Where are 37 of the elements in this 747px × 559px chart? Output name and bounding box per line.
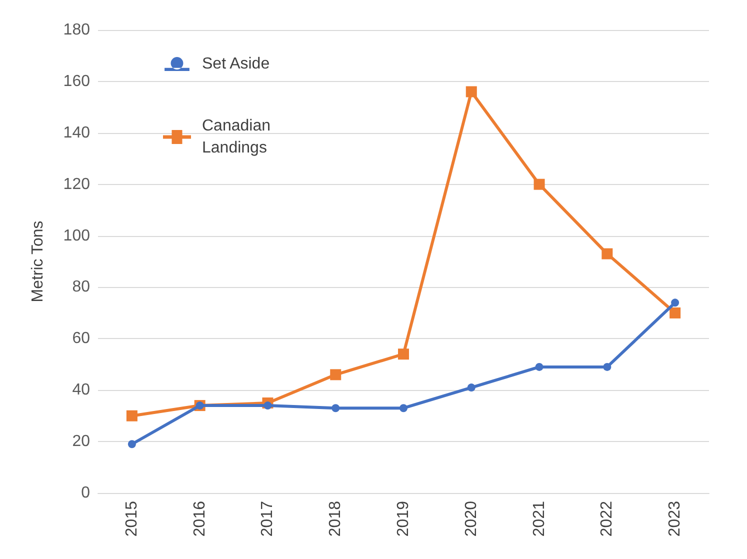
y-tick-label: 160 xyxy=(63,72,90,90)
y-tick-label: 80 xyxy=(72,278,90,296)
point xyxy=(330,369,342,380)
x-tick-label: 2018 xyxy=(327,500,344,537)
x-tick-label: 2016 xyxy=(191,500,208,537)
point xyxy=(398,348,409,360)
x-tick-label: 2020 xyxy=(462,500,480,537)
x-tick-label: 2023 xyxy=(666,500,684,537)
x-tick-label: 2017 xyxy=(259,500,276,537)
x-tick-label: 2015 xyxy=(123,500,140,537)
point xyxy=(535,362,544,371)
y-tick-label: 40 xyxy=(72,382,90,399)
point xyxy=(128,440,136,448)
point xyxy=(671,298,680,307)
y-tick-label: 20 xyxy=(72,433,90,450)
y-tick-label: 140 xyxy=(63,124,90,142)
point xyxy=(332,404,340,412)
y-tick-label: 60 xyxy=(72,330,90,348)
x-tick-label: 2021 xyxy=(530,500,548,537)
point xyxy=(670,307,681,318)
x-tick-label: 2019 xyxy=(395,500,412,537)
point xyxy=(400,404,408,412)
legend-label: Canadian Landings xyxy=(202,118,275,156)
point xyxy=(534,178,545,190)
y-axis-title: Metric Tons xyxy=(30,220,46,302)
x-tick-label: 2022 xyxy=(598,500,616,537)
point xyxy=(467,384,476,392)
y-tick-label: 120 xyxy=(63,176,90,193)
legend-label: Set Aside xyxy=(202,56,270,72)
point xyxy=(466,86,477,98)
y-tick-label: 180 xyxy=(63,22,90,38)
point xyxy=(264,402,272,410)
point xyxy=(602,248,613,260)
y-tick-label: 0 xyxy=(81,484,90,502)
y-tick-label: 100 xyxy=(63,227,90,244)
point xyxy=(126,410,138,422)
point xyxy=(603,362,612,371)
